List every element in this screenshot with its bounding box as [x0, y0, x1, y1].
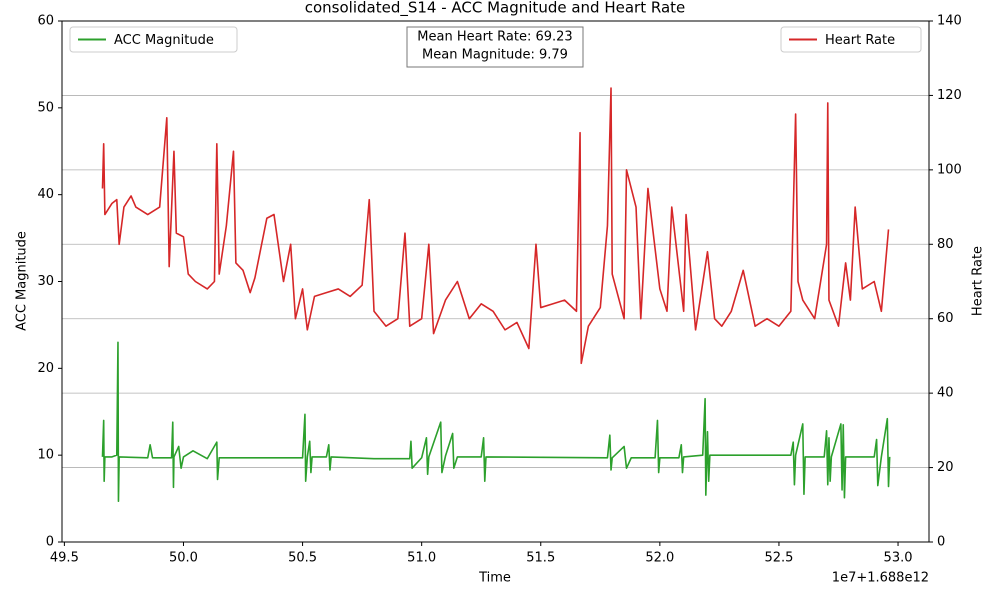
y2-axis-label: Heart Rate	[971, 246, 986, 316]
y2-tick-label: 0	[937, 535, 945, 550]
y-tick-label: 0	[46, 535, 54, 550]
x-tick-label: 51.5	[526, 551, 555, 566]
y-tick-label: 20	[37, 361, 54, 376]
plot-frame	[61, 20, 930, 543]
annotation-box	[406, 26, 584, 68]
y2-tick-label: 40	[937, 386, 954, 401]
y-tick-label: 10	[37, 448, 54, 463]
series-line	[101, 341, 891, 502]
x-tick-label: 52.0	[645, 551, 674, 566]
x-tick-label: 53.0	[884, 551, 913, 566]
annotation-text: Mean Magnitude: 9.79	[422, 48, 568, 63]
x-axis-label: Time	[478, 571, 511, 586]
y-tick-label: 50	[37, 100, 54, 115]
x-tick-label: 50.5	[288, 551, 317, 566]
x-offset-label: 1e7+1.688e12	[832, 571, 929, 586]
y2-tick-label: 100	[937, 162, 962, 177]
y-tick-label: 60	[37, 14, 54, 29]
legend-box	[69, 26, 238, 53]
y2-tick-label: 120	[937, 88, 962, 103]
x-tick-label: 51.0	[407, 551, 436, 566]
y-tick-label: 30	[37, 274, 54, 289]
series-line	[101, 87, 890, 365]
y2-tick-label: 140	[937, 14, 962, 29]
annotation-text: Mean Heart Rate: 69.23	[417, 30, 572, 45]
legend-box	[780, 26, 922, 53]
x-tick-label: 52.5	[764, 551, 793, 566]
y2-tick-label: 80	[937, 237, 954, 252]
x-tick-label: 50.0	[169, 551, 198, 566]
chart-title: consolidated_S14 - ACC Magnitude and Hea…	[305, 0, 686, 18]
y-axis-label: ACC Magnitude	[15, 231, 30, 331]
y2-tick-label: 20	[937, 460, 954, 475]
y-tick-label: 40	[37, 187, 54, 202]
legend-label: ACC Magnitude	[114, 33, 214, 48]
legend-label: Heart Rate	[825, 33, 895, 48]
y2-tick-label: 60	[937, 311, 954, 326]
x-tick-label: 49.5	[50, 551, 79, 566]
